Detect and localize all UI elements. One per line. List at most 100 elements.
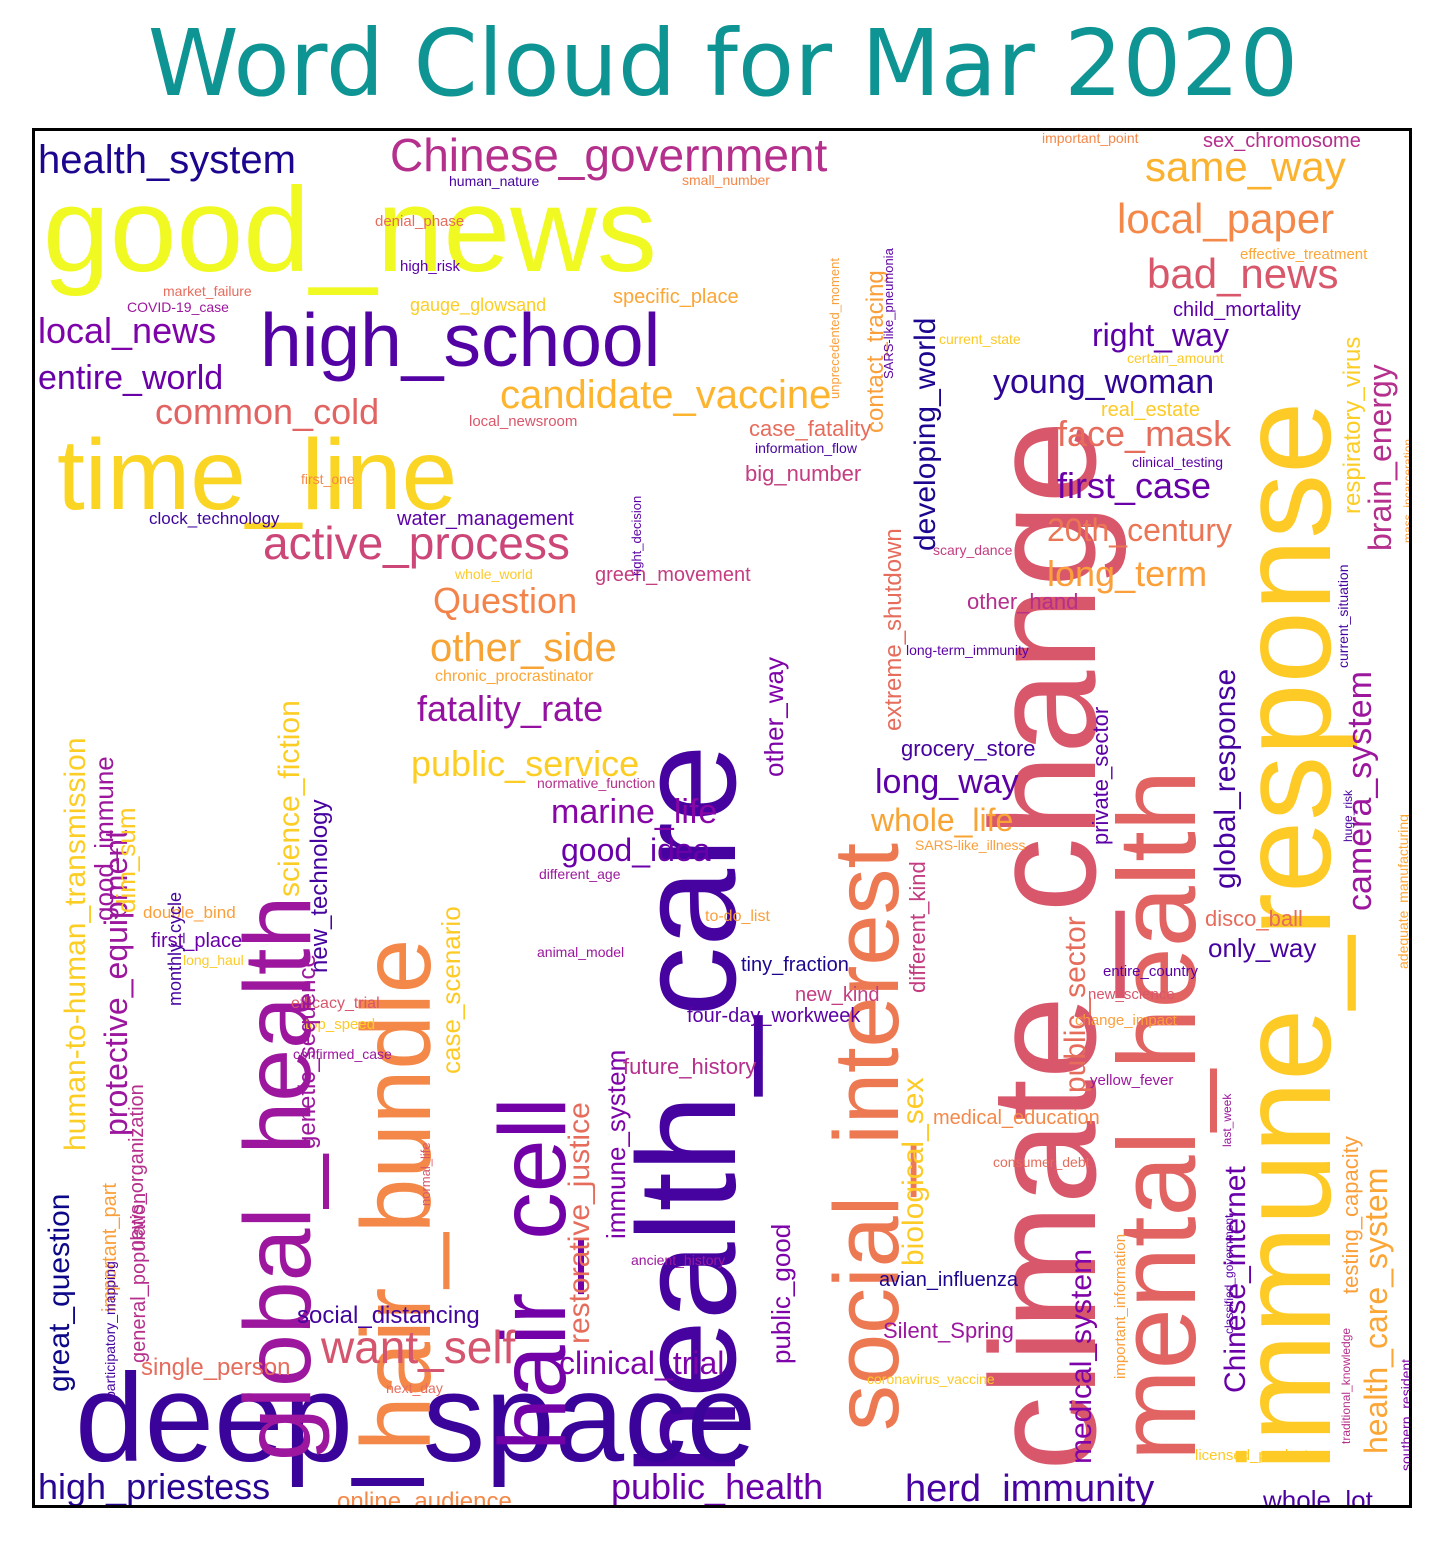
word-yellow-fever: yellow_fever (1090, 1072, 1173, 1089)
word-sars-like-pneumonia: SARS-like_pneumonia (881, 247, 896, 379)
word-marine-life: marine_life (551, 793, 717, 831)
word-important-information: important_information (1112, 1234, 1129, 1379)
word-good-idea: good_idea (561, 832, 711, 868)
word-brain-energy: brain_energy (1362, 364, 1398, 551)
word-testing-capacity: testing_capacity (1338, 1136, 1363, 1294)
word-huge-risk: huge_risk (1341, 789, 1355, 842)
word-face-mask: face_mask (1057, 413, 1232, 454)
word-news-organization: news_organization (126, 1084, 148, 1251)
word-long-term: long_term (1047, 553, 1207, 594)
word-public-service: public_service (411, 743, 639, 784)
word-global-health: global_health (225, 896, 331, 1461)
word-licensed-product: licensed_product (1195, 1447, 1309, 1464)
word-different-age: different_age (539, 866, 621, 882)
word-candidate-vaccine: candidate_vaccine (500, 373, 831, 417)
word-small-number: small_number (682, 172, 770, 188)
chart-title: Word Cloud for Mar 2020 (147, 10, 1299, 117)
word-local-newsroom: local_newsroom (469, 413, 577, 430)
word-traditional-knowledge: traditional_knowledge (1339, 1328, 1353, 1444)
word-denial-phase: denial_phase (375, 213, 464, 230)
word-20th-century: 20th_century (1047, 512, 1232, 548)
word-immune-response: immune_response (1212, 402, 1358, 1471)
word-grocery-store: grocery_store (901, 736, 1036, 761)
word-first-place: first_place (151, 930, 242, 952)
word-cloud: good_news climate_change health_caredeep_s… (38, 131, 1409, 1505)
word-local-news: local_news (38, 310, 216, 351)
word-genetic-sequence: genetic_sequence (294, 954, 321, 1149)
word-new-science: new_science (1088, 986, 1175, 1003)
word-other-hand: other_hand (967, 589, 1078, 614)
word-new-kind: new_kind (795, 984, 880, 1006)
word-case-fatality: case_fatality (749, 416, 871, 441)
word-common-cold: common_cold (155, 391, 379, 432)
word-deep-space: deep_space (75, 1349, 756, 1488)
word-climate-change: climate_change (959, 420, 1127, 1471)
word-good-news: good_news (43, 163, 657, 297)
word-market-failure: market_failure (163, 283, 252, 299)
word-human-nature: human_nature (449, 173, 540, 189)
word-child-mortality: child_mortality (1173, 299, 1301, 321)
word-hair-cell: hair_cell (480, 1097, 586, 1451)
word-covid-19-case: COVID-19_case (127, 299, 229, 315)
word-high-risk: high_risk (400, 258, 461, 275)
word-mental-health: mental_health (1096, 770, 1219, 1461)
word-information-flow: information_flow (755, 440, 858, 456)
word-important-part: important_part (99, 1183, 121, 1312)
word-same-way: same_way (1145, 143, 1346, 190)
word-other-way: other_way (759, 657, 789, 777)
word-immune-system: immune_system (601, 1050, 631, 1239)
word-scary-dance: scary_dance (933, 542, 1013, 558)
word-sars-like-illness: SARS-like_illness (915, 837, 1025, 853)
word-right-way: right_way (1092, 317, 1229, 353)
word-social-interest: social_interest (816, 843, 918, 1431)
word-respiratory-virus: respiratory_virus (1339, 337, 1366, 514)
word-clinical-trial: clinical_trial (559, 1345, 724, 1381)
word-first-one: first_one (301, 471, 355, 487)
word-disco-ball: disco_ball (1205, 906, 1303, 931)
word-sex-chromosome: sex_chromosome (1203, 131, 1361, 152)
word-whole-life: whole_life (870, 802, 1013, 838)
word-adequate-manufacturing: adequate_manufacturing (1395, 814, 1409, 969)
word-time-line: time_line (57, 419, 457, 531)
word-question: Question (433, 580, 577, 621)
word-human-to-human-transmission: human-to-human_transmission (59, 737, 92, 1151)
word-public-good: public_good (766, 1224, 796, 1364)
word-young-woman: young_woman (993, 363, 1214, 401)
word-chronic-procrastinator: chronic_procrastinator (435, 668, 594, 685)
word-participatory-mapping: participatory_mapping (102, 1261, 118, 1399)
word-resident-killer: resident_killer (1408, 1167, 1409, 1266)
word-important-point: important_point (1042, 131, 1139, 146)
word-fatality-rate: fatality_rate (417, 688, 603, 729)
word-herd-immunity: herd_immunity (905, 1468, 1154, 1505)
word-single-person: single_person (141, 1354, 290, 1381)
word-social-distancing: social_distancing (297, 1302, 480, 1329)
word-unprecedented-moment: unprecedented_moment (827, 258, 842, 399)
word-silent-spring: Silent_Spring (883, 1318, 1014, 1343)
word-case-scenario: case_scenario (436, 906, 466, 1074)
word-public-health: public_health (611, 1466, 823, 1505)
word-tiny-fraction: tiny_fraction (741, 954, 849, 976)
word-active-process: active_process (263, 517, 570, 569)
word-monthly-cycle: monthly_cycle (165, 892, 186, 1006)
word-animal-model: animal_model (537, 944, 624, 960)
word-medical-system: medical_system (1065, 1249, 1098, 1464)
word-green-movement: green_movement (595, 564, 751, 586)
word-whole-world: whole_world (454, 566, 533, 582)
word-water-management: water_management (396, 508, 574, 530)
word-only-way: only_way (1208, 933, 1316, 963)
word-health-care: health_care (608, 744, 765, 1476)
word-last-week: last_week (1220, 1093, 1234, 1147)
word-protective-equipment: protective_equipment (98, 830, 134, 1136)
word-chinese-government: Chinese_government (390, 131, 827, 181)
word-next-day: next_day (386, 1380, 443, 1396)
word-private-sector: private_sector (1088, 707, 1113, 845)
word-ancient-history: ancient_history (631, 1252, 725, 1268)
word-four-day-workweek: four-day_workweek (687, 1005, 861, 1027)
word-current-situation: current_situation (1335, 564, 1351, 668)
word-efficacy-trial: efficacy_trial (291, 995, 380, 1012)
word-real-estate: real_estate (1101, 399, 1200, 421)
word-contact-tracing: contact_tracing (862, 270, 889, 433)
word-dim-sum: dim_sum (111, 808, 141, 913)
word-entire-country: entire_country (1103, 963, 1199, 980)
word-health-care-system: health_care_system (1358, 1168, 1394, 1454)
